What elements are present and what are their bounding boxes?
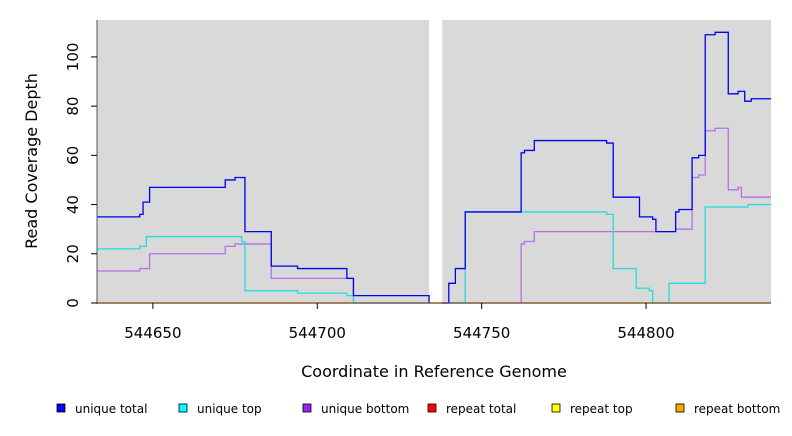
legend-label: unique top <box>197 402 262 416</box>
y-axis-title: Read Coverage Depth <box>22 73 41 249</box>
legend-label: repeat total <box>446 402 516 416</box>
legend-item-unique-top: unique top <box>178 402 262 416</box>
series-line-unique-total <box>442 31 771 304</box>
legend: unique total unique top unique bottom repea… <box>56 402 780 416</box>
x-tick-label: 544700 <box>289 324 346 342</box>
legend-item-unique-bottom: unique bottom <box>302 402 409 416</box>
legend-item-repeat-total: repeat total <box>427 402 516 416</box>
legend-label: unique total <box>75 402 147 416</box>
x-tick-label: 544650 <box>124 324 181 342</box>
legend-label: repeat top <box>570 402 633 416</box>
series-line-unique-bottom <box>97 243 430 304</box>
series-line-unique-top <box>442 203 771 304</box>
series-line-unique-total <box>97 176 430 303</box>
x-axis-title: Coordinate in Reference Genome <box>301 362 567 381</box>
plot-panel-left <box>97 20 430 303</box>
y-tick-label: 100 <box>64 43 82 72</box>
legend-item-repeat-top: repeat top <box>551 402 633 416</box>
x-tick-label: 544750 <box>453 324 510 342</box>
legend-swatch <box>302 403 312 413</box>
legend-item-repeat-bottom: repeat bottom <box>675 402 780 416</box>
series-line-unique-top <box>97 235 430 304</box>
y-tick-label: 40 <box>64 195 82 214</box>
legend-item-unique-total: unique total <box>56 402 147 416</box>
legend-swatch <box>675 403 685 413</box>
legend-swatch <box>427 403 437 413</box>
legend-swatch <box>551 403 561 413</box>
y-tick-label: 80 <box>64 97 82 116</box>
legend-swatch <box>178 403 188 413</box>
series-line-unique-bottom <box>442 127 771 304</box>
y-tick-label: 0 <box>64 298 82 308</box>
y-tick-label: 60 <box>64 146 82 165</box>
plot-panel-right <box>442 20 771 303</box>
legend-label: unique bottom <box>321 402 409 416</box>
axes: 0 20 40 60 80 100 544650 544700 544750 544800 <box>64 20 771 342</box>
y-tick-label: 20 <box>64 244 82 263</box>
x-tick-label: 544800 <box>617 324 674 342</box>
legend-label: repeat bottom <box>694 402 780 416</box>
plot-background <box>97 20 771 303</box>
legend-swatch <box>56 403 66 413</box>
